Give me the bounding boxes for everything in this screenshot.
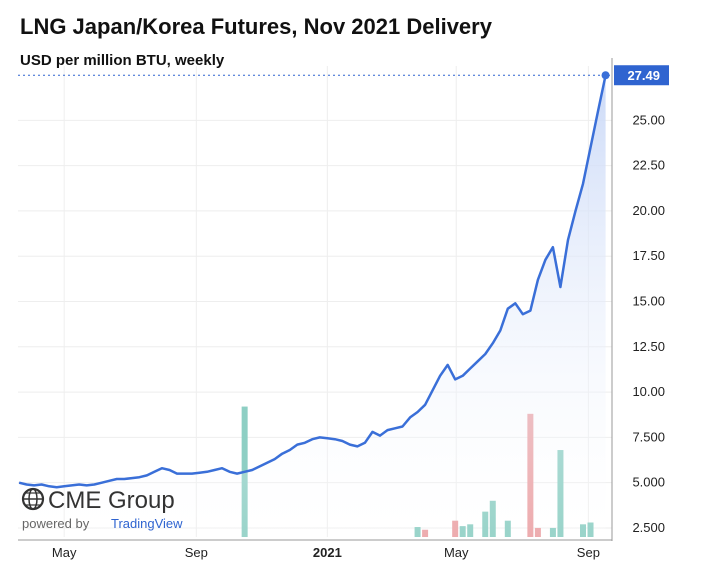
last-price-dot xyxy=(601,71,610,80)
y-tick-label: 5.000 xyxy=(632,475,665,490)
price-line xyxy=(18,74,607,489)
y-tick-label: 25.00 xyxy=(632,112,665,127)
last-price-badge xyxy=(614,65,669,86)
axes xyxy=(18,58,613,541)
y-tick-label: 7.500 xyxy=(632,429,665,444)
y-axis-labels: 2.500 5.000 7.500 10.00 12.50 15.00 17.50 20.00… xyxy=(632,112,665,535)
x-tick-label: May xyxy=(444,545,469,560)
price-area-fill xyxy=(19,75,606,537)
y-tick-label: 12.50 xyxy=(632,339,665,354)
y-tick-label: 10.00 xyxy=(632,384,665,399)
y-tick-label: 2.500 xyxy=(632,520,665,535)
x-tick-label: 2021 xyxy=(313,545,342,560)
x-tick-label: Sep xyxy=(577,545,600,560)
powered-by-text: powered by xyxy=(22,516,90,531)
last-price-marker: 27.49 xyxy=(18,65,669,86)
x-axis-labels: May Sep 2021 May Sep xyxy=(52,545,600,560)
chart-subtitle: USD per million BTU, weekly xyxy=(20,52,225,69)
last-price-label: 27.49 xyxy=(627,68,660,83)
y-tick-label: 22.50 xyxy=(632,158,665,173)
logo-text: CME Group xyxy=(48,487,175,514)
chart-title: LNG Japan/Korea Futures, Nov 2021 Delive… xyxy=(20,14,492,39)
y-tick-label: 20.00 xyxy=(632,203,665,218)
y-tick-label: 15.00 xyxy=(632,294,665,309)
price-area xyxy=(18,74,607,537)
cme-group-logo: CME Group powered by TradingView xyxy=(21,487,183,531)
x-tick-label: Sep xyxy=(185,545,208,560)
y-tick-label: 17.50 xyxy=(632,248,665,263)
x-tick-label: May xyxy=(52,545,77,560)
tradingview-link[interactable]: TradingView xyxy=(111,516,183,531)
